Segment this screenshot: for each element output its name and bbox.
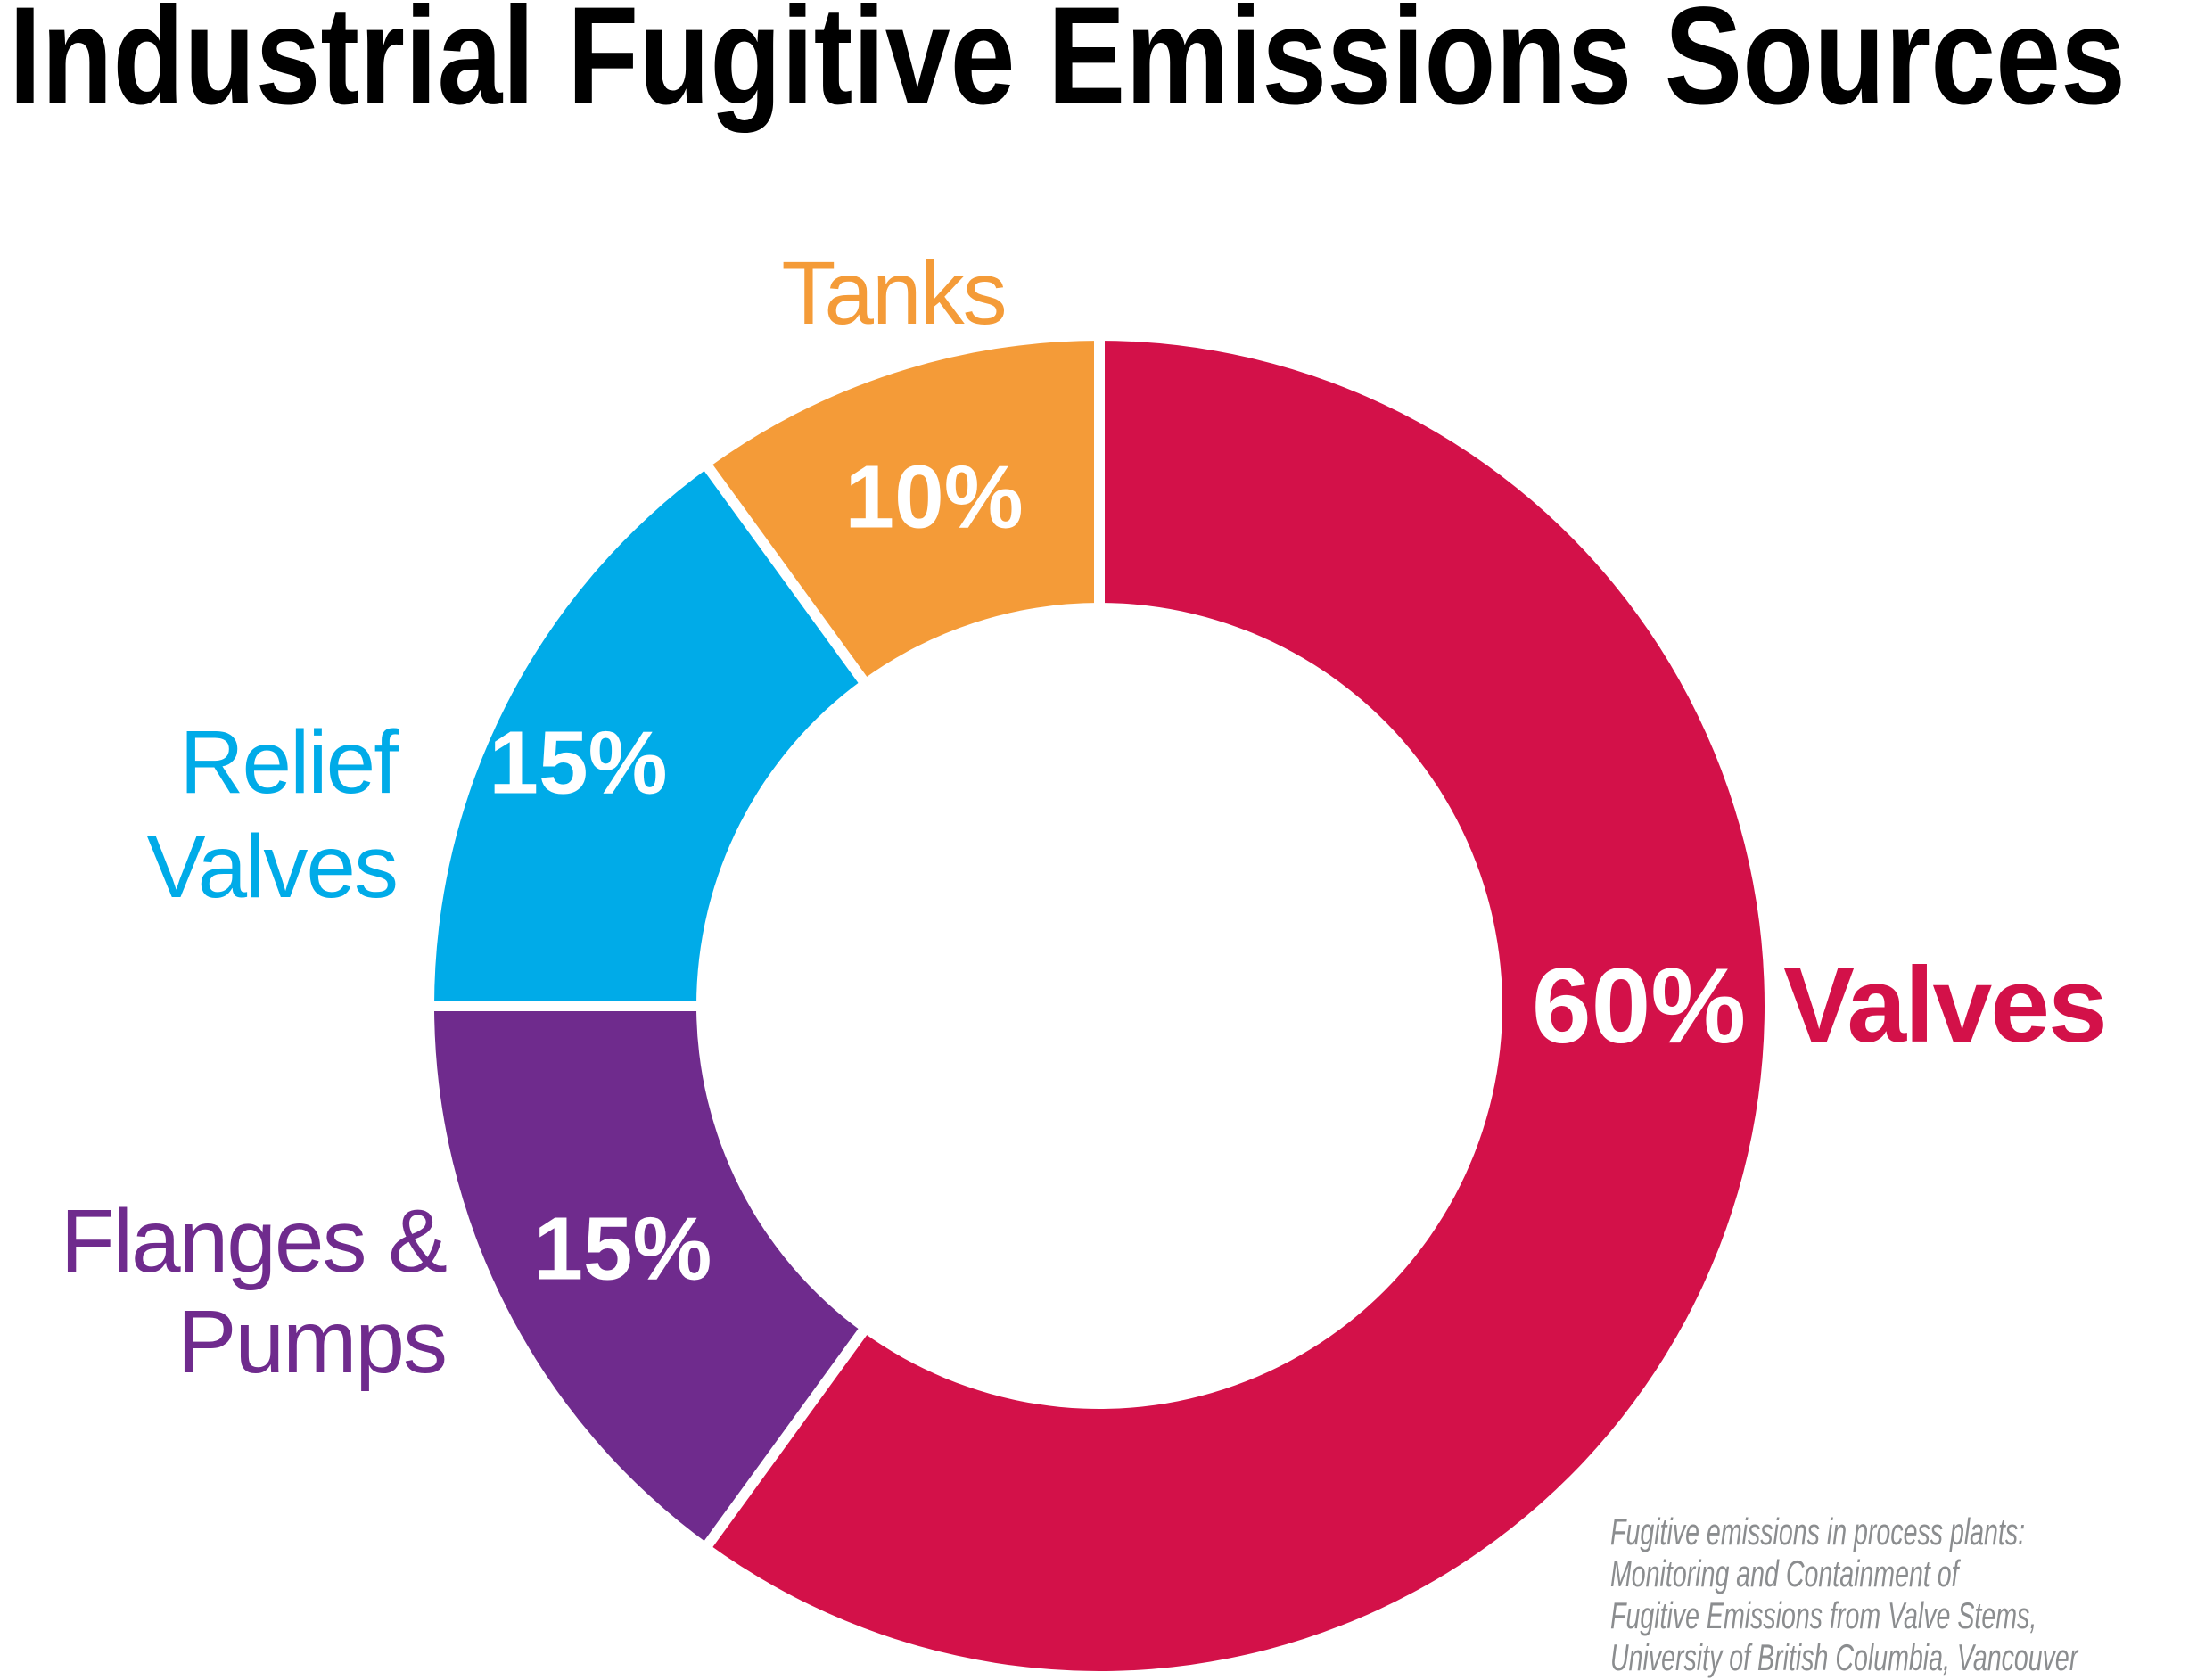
source-note: Fugitive emissions in process plants: Mo… bbox=[1610, 1511, 2078, 1678]
label-relief-valves-line2: Valves bbox=[146, 817, 399, 917]
pct-label-tanks: 10% bbox=[845, 447, 1024, 547]
slice-relief-valves bbox=[434, 467, 863, 1006]
label-flanges-pumps: Flanges & Pumps bbox=[60, 1191, 448, 1393]
label-flanges-pumps-line2: Pumps bbox=[177, 1292, 448, 1392]
label-valves: Valves bbox=[1783, 945, 2108, 1065]
pct-label-valves: 60% bbox=[1532, 946, 1746, 1066]
source-note-line4: University of British Columbia, Vancouve… bbox=[1610, 1636, 2078, 1678]
pct-label-flanges-pumps: 15% bbox=[533, 1198, 712, 1298]
source-note-line3: Fugitive Emissions from Valve Stems, bbox=[1610, 1594, 2037, 1636]
pct-label-relief-valves: 15% bbox=[489, 712, 667, 812]
slice-separator bbox=[702, 1325, 869, 1551]
label-relief-valves-line1: Relief bbox=[179, 712, 399, 812]
label-flanges-pumps-line1: Flanges & bbox=[60, 1191, 448, 1291]
label-relief-valves: Relief Valves bbox=[146, 711, 399, 919]
chart-title: Industrial Fugitive Emissions Sources bbox=[9, 0, 2126, 134]
slice-valves bbox=[708, 341, 1765, 1672]
slice-flanges-pumps bbox=[434, 1006, 863, 1544]
slice-separator bbox=[702, 461, 869, 687]
label-tanks: Tanks bbox=[781, 243, 1007, 343]
source-note-line1: Fugitive emissions in process plants: bbox=[1610, 1511, 2026, 1552]
source-note-line2: Monitoring and Containment of bbox=[1610, 1552, 1959, 1594]
